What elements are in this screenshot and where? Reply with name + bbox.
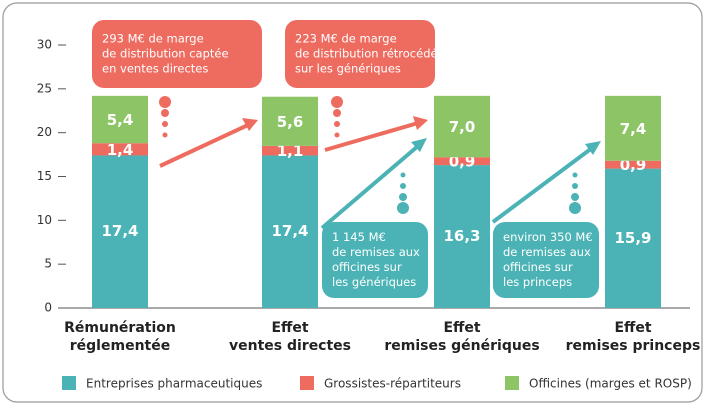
legend-swatch — [62, 376, 76, 390]
legend-label: Officines (marges et ROSP) — [529, 377, 692, 391]
value-label: 1,1 — [277, 142, 304, 160]
annotation: sur les génériques — [295, 62, 401, 76]
callout-box — [493, 222, 599, 298]
arrowhead — [413, 116, 428, 130]
y-tick-label: 0 — [44, 301, 52, 315]
annotation: de remises aux — [332, 245, 420, 259]
value-label: 17,4 — [271, 222, 308, 240]
y-tick-label: 15 — [37, 169, 52, 183]
arrow — [491, 146, 594, 224]
callout-dot — [333, 109, 341, 117]
annotation: environ 350 M€ — [503, 230, 593, 244]
x-tick-label: réglementée — [70, 338, 170, 354]
callout-dot — [569, 202, 581, 214]
bar-segment — [92, 155, 148, 308]
bar-segment — [605, 95, 661, 161]
arrow — [324, 121, 419, 152]
bar-segment — [262, 145, 318, 156]
value-label: 7,4 — [620, 120, 647, 138]
annotation: 293 M€ de marge — [102, 32, 204, 46]
bar-segment — [605, 160, 661, 169]
annotation: 223 M€ de marge — [295, 32, 397, 46]
annotation: les génériques — [332, 275, 416, 289]
annotation: les princeps — [503, 275, 572, 289]
callout-dot — [161, 109, 169, 117]
arrows — [159, 116, 601, 230]
x-tick-label: Effet — [443, 320, 480, 336]
y-tick-label: 10 — [37, 213, 52, 227]
arrowhead — [411, 138, 427, 152]
callout-dot — [571, 193, 579, 201]
y-tick-label: 20 — [37, 125, 52, 139]
callout-box — [322, 222, 428, 298]
arrow — [320, 144, 420, 230]
y-tick-label: 25 — [37, 81, 52, 95]
legend-label: Entreprises pharmaceutiques — [86, 377, 262, 391]
x-tick-label: Rémunération — [64, 320, 176, 336]
value-label: 5,4 — [107, 111, 134, 129]
annotation: officines sur — [503, 260, 573, 274]
value-label: 1,4 — [107, 141, 134, 159]
x-tick-label: remises princeps — [566, 338, 701, 354]
y-tick-label: 30 — [37, 38, 52, 52]
callout-dot — [334, 121, 340, 127]
callout-dot — [334, 132, 340, 138]
annotation: de remises aux — [503, 245, 591, 259]
callout-dot — [572, 172, 578, 178]
annotation: de distribution rétrocédée — [295, 47, 445, 61]
legend-swatch — [505, 376, 519, 390]
legend-label: Grossistes-répartiteurs — [324, 377, 461, 391]
callout-dot — [331, 96, 343, 108]
annotation: 1 145 M€ — [332, 230, 386, 244]
callout-dot — [572, 183, 578, 189]
bar-segment — [434, 157, 490, 166]
bar-segment — [262, 155, 318, 308]
x-tick-label: Effet — [271, 320, 308, 336]
callout-dot — [400, 183, 406, 189]
annotation: de distribution captée — [102, 47, 229, 61]
x-tick-label: remises génériques — [384, 338, 539, 354]
value-label: 17,4 — [101, 222, 138, 240]
annotation: en ventes directes — [102, 62, 208, 76]
value-label: 16,3 — [443, 227, 480, 245]
bar-segment — [92, 143, 148, 156]
callout-dot — [400, 172, 406, 178]
bar-segment — [434, 95, 490, 158]
arrowhead — [585, 141, 601, 155]
bar-segment — [262, 96, 318, 146]
arrow — [159, 123, 249, 168]
y-tick-label: 5 — [44, 257, 52, 271]
arrowhead — [242, 118, 258, 131]
callout-box — [92, 20, 262, 88]
callout-dot — [162, 121, 168, 127]
value-label: 5,6 — [277, 113, 304, 131]
value-label: 7,0 — [449, 118, 476, 136]
callout-dot — [162, 132, 168, 138]
callout-dot — [399, 193, 407, 201]
legend-swatch — [300, 376, 314, 390]
x-tick-label: ventes directes — [229, 338, 351, 354]
bar-segment — [434, 165, 490, 308]
x-tick-label: Effet — [614, 320, 651, 336]
bar-segment — [605, 168, 661, 308]
callout-dot — [397, 202, 409, 214]
bar-segment — [92, 95, 148, 144]
callout-dot — [159, 96, 171, 108]
value-label: 15,9 — [614, 229, 651, 247]
callout-box — [285, 20, 435, 88]
annotation: officines sur — [332, 260, 402, 274]
